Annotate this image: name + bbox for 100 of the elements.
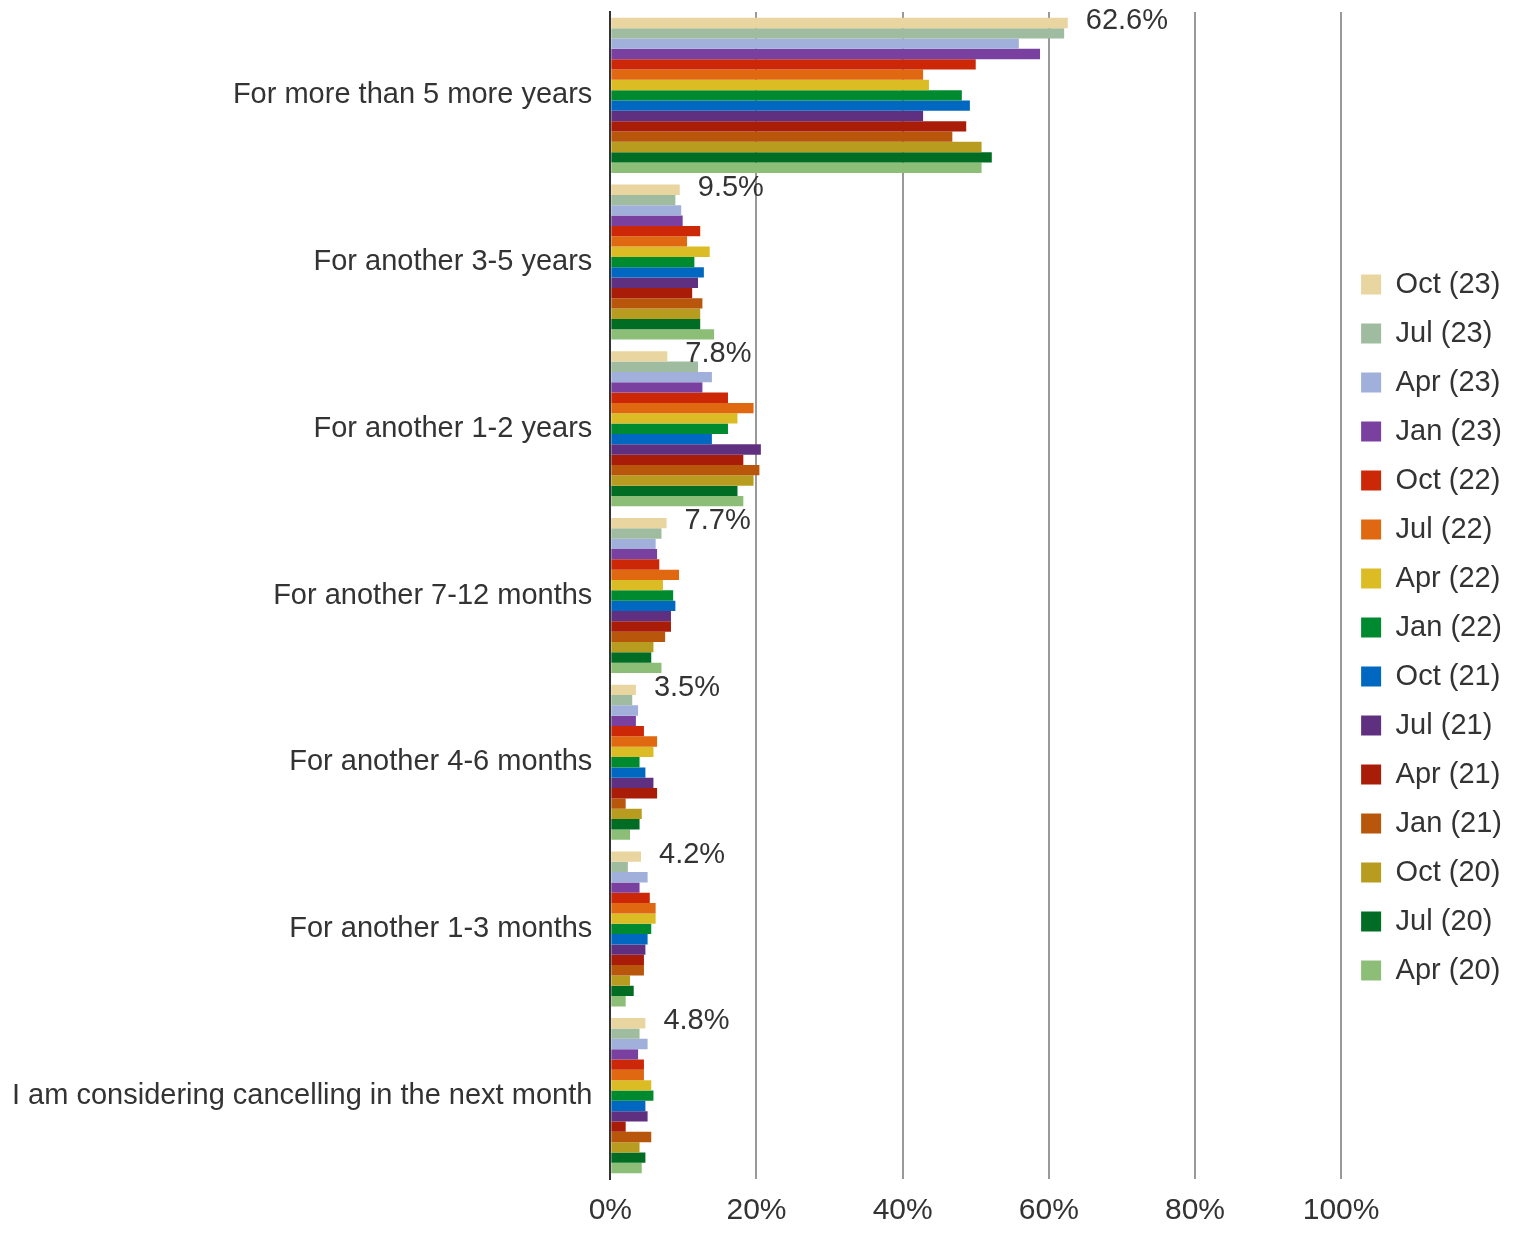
x-tick-label: 100%: [1302, 1192, 1380, 1226]
bar: [611, 256, 695, 268]
bar: [611, 695, 633, 706]
bar: [611, 361, 699, 372]
x-tick-label: 80%: [1164, 1192, 1225, 1226]
bar: [611, 152, 992, 163]
legend-label: Apr (20): [1395, 952, 1501, 985]
bar: [611, 225, 701, 237]
bar: [611, 454, 744, 465]
data-label: 3.5%: [653, 669, 721, 702]
bar: [611, 538, 656, 549]
bar: [611, 662, 662, 674]
bar: [611, 194, 676, 206]
bar: [611, 215, 683, 226]
data-label: 4.2%: [659, 836, 726, 869]
y-tick-label: For another 1-2 years: [313, 410, 593, 443]
y-tick-label: For another 4-6 months: [289, 744, 593, 777]
bar: [611, 1111, 648, 1122]
bar: [611, 1131, 652, 1143]
legend-label: Apr (21): [1395, 756, 1501, 789]
bar: [611, 798, 626, 809]
bar: [611, 121, 967, 132]
bar: [611, 1090, 654, 1101]
legend-label: Oct (23): [1395, 266, 1501, 299]
bar: [611, 975, 631, 986]
bar: [611, 590, 674, 601]
y-tick-label: For another 1-3 months: [289, 910, 593, 943]
bar: [611, 715, 636, 727]
bar: [611, 485, 738, 496]
bar: [611, 872, 648, 883]
bar: [611, 788, 658, 799]
bar: [611, 79, 929, 91]
data-label: 4.8%: [663, 1003, 730, 1036]
bar: [611, 329, 715, 340]
bar: [611, 90, 962, 101]
bar: [611, 246, 710, 257]
bar: [611, 69, 924, 80]
data-label: 7.7%: [684, 503, 751, 536]
bar: [611, 767, 646, 778]
bar: [611, 705, 639, 716]
bar: [611, 736, 658, 747]
bar: [611, 1028, 640, 1039]
bar: [611, 611, 671, 622]
bar: [611, 985, 634, 997]
x-tick-label: 0%: [588, 1192, 633, 1226]
bar: [611, 59, 976, 70]
bar: [611, 808, 642, 820]
y-tick-label: I am considering cancelling in the next month: [12, 1077, 593, 1110]
legend-label: Apr (22): [1395, 560, 1501, 593]
bar: [611, 642, 654, 653]
bar: [611, 141, 982, 153]
bar: [611, 528, 662, 539]
bar: [611, 38, 1019, 49]
bar: [611, 923, 652, 935]
y-tick-label: For another 7-12 months: [273, 577, 593, 610]
bar: [611, 413, 738, 424]
legend-label: Jan (21): [1395, 805, 1503, 838]
bar: [611, 267, 704, 278]
bar: [611, 882, 640, 893]
bar: [611, 464, 760, 476]
bar: [611, 1162, 642, 1174]
bar: [611, 726, 644, 737]
data-label: 9.5%: [697, 169, 764, 202]
bar: [611, 392, 728, 403]
bar: [611, 1080, 652, 1091]
bar: [611, 954, 644, 966]
x-tick-label: 20%: [726, 1192, 787, 1226]
bar: [611, 746, 654, 758]
bar: [611, 913, 656, 924]
bar: [611, 318, 701, 330]
bar: [611, 934, 648, 945]
bar: [611, 569, 680, 580]
legend-label: Apr (23): [1395, 364, 1501, 397]
bar: [611, 1142, 640, 1153]
bar: [611, 298, 703, 309]
bar: [611, 100, 970, 111]
legend-label: Oct (21): [1395, 658, 1501, 691]
data-label: 62.6%: [1085, 3, 1169, 35]
legend-label: Jan (23): [1395, 413, 1503, 446]
bar: [611, 1049, 639, 1060]
bar: [611, 1152, 646, 1163]
bar: [611, 351, 668, 362]
bar: [611, 600, 676, 611]
bar: [611, 1100, 646, 1112]
bar: [611, 162, 982, 173]
legend-label: Oct (22): [1395, 462, 1501, 495]
bar: [611, 48, 1041, 60]
bar: [611, 892, 650, 904]
legend-label: Jul (22): [1395, 511, 1493, 544]
bar: [611, 819, 640, 830]
bar: [611, 1059, 644, 1070]
bar: [611, 1121, 626, 1132]
legend-label: Jul (23): [1395, 315, 1493, 348]
bar: [611, 652, 652, 663]
bar: [611, 777, 654, 789]
bar: [611, 944, 646, 955]
bar: [611, 580, 663, 591]
bar: [611, 475, 754, 486]
bar: [611, 110, 924, 122]
bar: [611, 548, 658, 560]
